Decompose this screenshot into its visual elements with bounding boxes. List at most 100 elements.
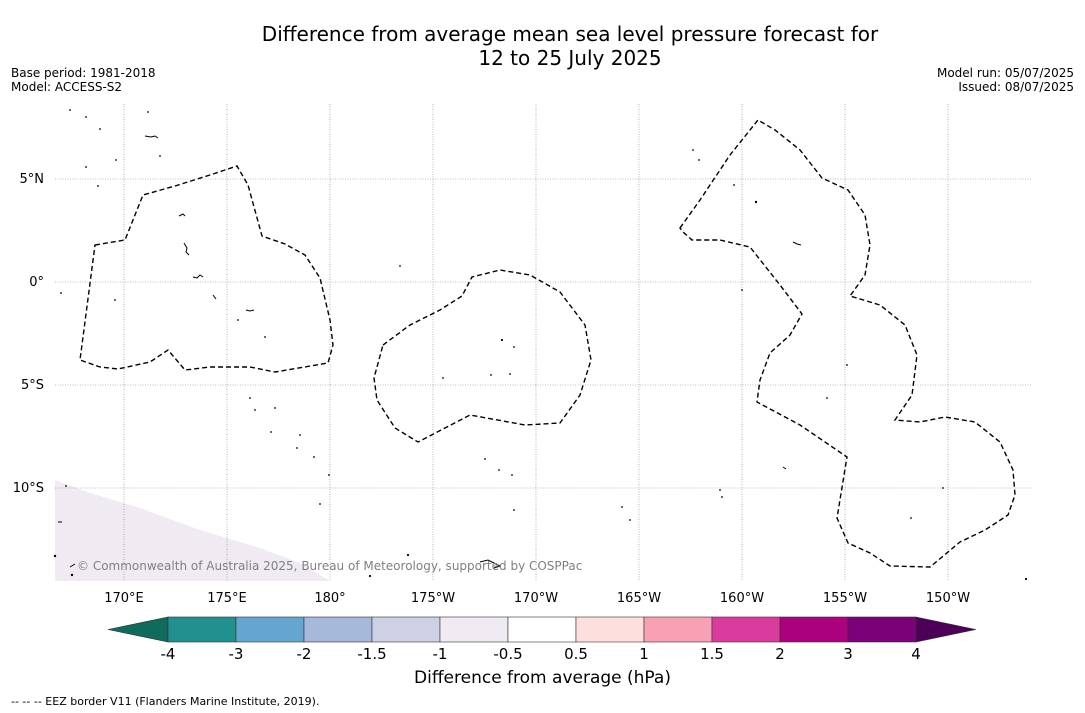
eez-border-kiribati-gilbert: [79, 165, 334, 373]
colorbar-tick-label: 3: [843, 645, 853, 663]
colorbar-swatch: [779, 616, 849, 643]
island: [719, 489, 721, 491]
island: [513, 346, 515, 348]
eez-borders: [79, 119, 1016, 568]
eez-legend-footer: -- -- -- EEZ border V11 (Flanders Marine…: [11, 695, 320, 708]
islands: [58, 135, 802, 569]
island: [65, 485, 67, 487]
island: [178, 213, 186, 217]
island: [274, 407, 276, 409]
lon-label-175w: 175°W: [411, 591, 455, 606]
island: [69, 563, 76, 568]
island: [399, 265, 401, 267]
island: [721, 496, 723, 498]
island: [500, 338, 504, 342]
colorbar-tick-label: 1: [639, 645, 649, 663]
island: [621, 506, 623, 508]
island: [629, 519, 631, 521]
island: [69, 109, 71, 111]
island: [147, 111, 149, 113]
lat-label-0: 0°: [29, 275, 44, 290]
island: [910, 517, 912, 519]
map-area: © Commonwealth of Australia 2025, Bureau…: [53, 104, 1031, 581]
colorbar-tick-label: -0.5: [493, 645, 522, 663]
island: [115, 159, 117, 161]
island: [698, 159, 700, 161]
island: [479, 559, 502, 569]
island: [754, 200, 758, 204]
lat-label-10s: 10°S: [13, 481, 44, 496]
island: [264, 336, 266, 338]
lon-labels: 170°E 175°E 180° 175°W 170°W 165°W 160°W…: [104, 591, 970, 606]
island: [846, 364, 848, 366]
island: [245, 309, 255, 312]
island: [406, 553, 410, 557]
island: [270, 431, 272, 433]
island: [511, 474, 513, 476]
island: [144, 135, 159, 139]
island: [114, 299, 116, 301]
island: [692, 149, 694, 151]
island: [442, 377, 444, 379]
island: [97, 185, 99, 187]
island: [741, 289, 743, 291]
anomaly-shaded-region: [55, 480, 330, 581]
island-dots: [53, 109, 1028, 581]
island: [513, 509, 515, 511]
base-period-text: Base period: 1981-2018: [11, 66, 156, 80]
island: [299, 434, 301, 436]
colorbar-swatch: [167, 616, 237, 643]
island: [85, 166, 87, 168]
island: [826, 397, 828, 399]
island: [328, 474, 330, 476]
island: [942, 487, 944, 489]
issued-date-text: Issued: 08/07/2025: [958, 80, 1074, 94]
colorbar-swatch: [711, 616, 781, 643]
lon-label-175e: 175°E: [207, 591, 247, 606]
island: [70, 573, 74, 577]
island: [490, 374, 492, 376]
gridlines: [55, 104, 1031, 581]
colorbar-over-extension: [915, 616, 977, 643]
island: [1024, 577, 1028, 581]
island: [159, 155, 161, 157]
island: [183, 242, 190, 256]
island: [484, 458, 486, 460]
colorbar-tick-label: 0.5: [564, 645, 588, 663]
lat-label-5n: 5°N: [20, 172, 45, 187]
lat-label-5s: 5°S: [21, 378, 44, 393]
lon-label-155w: 155°W: [823, 591, 867, 606]
colorbar-title: Difference from average (hPa): [414, 668, 671, 688]
island: [99, 128, 101, 130]
lon-label-150w: 150°W: [926, 591, 970, 606]
colorbar: -4 -3 -2 -1.5 -1 -0.5 0.5 1 1.5 2 3 4: [107, 616, 977, 663]
island: [192, 274, 204, 279]
colorbar-swatch: [847, 616, 917, 643]
colorbar-tick-label: -2: [297, 645, 312, 663]
colorbar-swatch: [371, 616, 441, 643]
island: [249, 397, 251, 399]
island: [85, 116, 87, 118]
colorbar-under-extension: [107, 616, 169, 643]
lon-label-170w: 170°W: [514, 591, 558, 606]
title-line-2: 12 to 25 July 2025: [478, 46, 662, 70]
colorbar-tick-label: -1.5: [357, 645, 386, 663]
map-title: Difference from average mean sea level p…: [0, 22, 1085, 70]
island: [782, 466, 787, 470]
lon-label-165w: 165°W: [617, 591, 661, 606]
run-issue-info: Model run: 05/07/2025 Issued: 08/07/2025: [937, 66, 1074, 94]
island: [60, 292, 62, 294]
colorbar-swatch: [439, 616, 509, 643]
colorbar-tick-label: -3: [229, 645, 244, 663]
island: [313, 456, 315, 458]
map-background: [55, 104, 1031, 581]
colorbar-swatch: [507, 616, 577, 643]
model-run-text: Model run: 05/07/2025: [936, 66, 1074, 80]
island: [237, 319, 239, 321]
island: [53, 554, 57, 558]
colorbar-tick-label: 1.5: [700, 645, 724, 663]
eez-border-line-islands: [679, 119, 1016, 568]
island: [254, 409, 256, 411]
colorbar-tick-label: -1: [433, 645, 448, 663]
colorbar-swatch: [303, 616, 373, 643]
